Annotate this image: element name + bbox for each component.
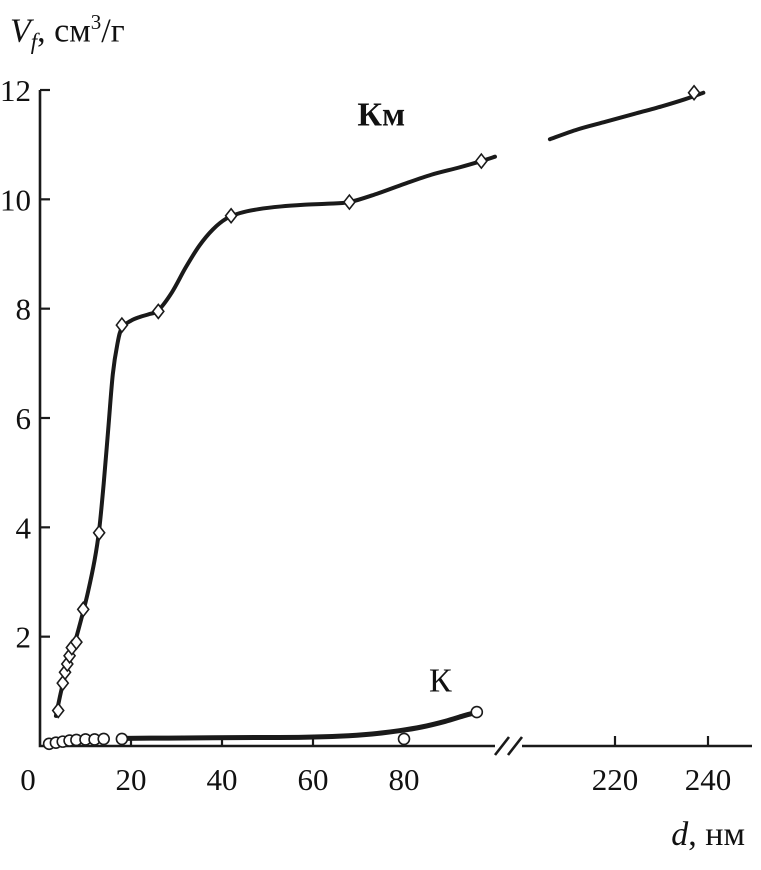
marker-diamond — [115, 316, 129, 334]
y-axis-title: Vf, см3/г — [10, 10, 125, 55]
y-tick-label: 4 — [16, 510, 32, 545]
series-0-line — [547, 90, 706, 142]
axis-break-mark — [506, 736, 524, 756]
x-tick-label: 60 — [298, 762, 329, 797]
x-tick-label: 240 — [685, 762, 732, 797]
y-axis-unit: , см — [37, 12, 91, 50]
x-axis-variable: d — [671, 816, 689, 853]
y-axis-unit-2: /г — [101, 12, 125, 50]
marker-diamond — [51, 702, 65, 719]
x-tick-label: 80 — [389, 762, 420, 797]
y-tick-label: 6 — [16, 401, 32, 436]
marker-diamond — [224, 207, 238, 225]
series-1-line — [119, 709, 480, 741]
series-0-line — [53, 154, 497, 718]
y-tick-label: 12 — [0, 73, 31, 108]
y-axis-subscript: f — [30, 29, 38, 55]
marker-circle — [115, 732, 129, 746]
marker-circle — [470, 705, 484, 719]
y-axis-superscript: 3 — [90, 10, 102, 34]
y-tick-label: 2 — [16, 620, 32, 655]
marker-diamond — [687, 84, 701, 102]
x-axis-title: d, нм — [671, 816, 745, 854]
series-1-label: К — [429, 662, 452, 699]
x-tick-label: 40 — [207, 762, 238, 797]
y-tick-label: 8 — [16, 292, 32, 327]
marker-diamond — [151, 303, 165, 320]
marker-diamond — [342, 193, 356, 211]
x-tick-label: 220 — [592, 762, 639, 797]
marker-diamond — [474, 152, 488, 170]
x-tick-label: 20 — [116, 762, 147, 797]
axis-break-mark — [493, 736, 511, 756]
y-tick-label: 10 — [0, 182, 31, 217]
marker-circle — [397, 732, 411, 746]
marker-diamond — [92, 524, 106, 542]
x-axis-unit: , нм — [688, 816, 745, 853]
marker-diamond — [69, 633, 83, 651]
y-axis-variable: V — [10, 12, 31, 50]
marker-circle — [97, 732, 110, 746]
series-0-label: Км — [357, 97, 405, 134]
marker-diamond — [76, 601, 90, 618]
x-tick-label: 0 — [20, 762, 36, 797]
